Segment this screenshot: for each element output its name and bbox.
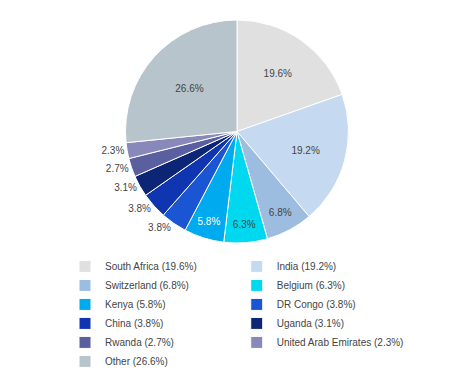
svg-text:19.6%: 19.6% (264, 68, 292, 79)
svg-text:DR Congo (3.8%): DR Congo (3.8%) (277, 299, 356, 310)
svg-text:United Arab Emirates (2.3%): United Arab Emirates (2.3%) (277, 337, 404, 348)
svg-text:Uganda (3.1%): Uganda (3.1%) (277, 318, 344, 329)
svg-text:Belgium (6.3%): Belgium (6.3%) (277, 280, 345, 291)
svg-text:China (3.8%): China (3.8%) (105, 318, 163, 329)
svg-text:3.1%: 3.1% (114, 182, 137, 193)
svg-text:2.3%: 2.3% (102, 145, 125, 156)
svg-text:South Africa (19.6%): South Africa (19.6%) (105, 261, 197, 272)
svg-text:3.8%: 3.8% (128, 203, 151, 214)
svg-text:3.8%: 3.8% (148, 222, 171, 233)
svg-text:2.7%: 2.7% (106, 163, 129, 174)
svg-text:Kenya (5.8%): Kenya (5.8%) (105, 299, 166, 310)
svg-text:6.3%: 6.3% (233, 219, 256, 230)
svg-text:19.2%: 19.2% (291, 145, 319, 156)
svg-text:Rwanda (2.7%): Rwanda (2.7%) (105, 337, 174, 348)
svg-text:India (19.2%): India (19.2%) (277, 261, 336, 272)
svg-text:5.8%: 5.8% (198, 216, 221, 227)
svg-text:Other (26.6%): Other (26.6%) (105, 356, 168, 367)
svg-text:Switzerland (6.8%): Switzerland (6.8%) (105, 280, 189, 291)
svg-text:26.6%: 26.6% (175, 83, 203, 94)
svg-text:6.8%: 6.8% (269, 207, 292, 218)
